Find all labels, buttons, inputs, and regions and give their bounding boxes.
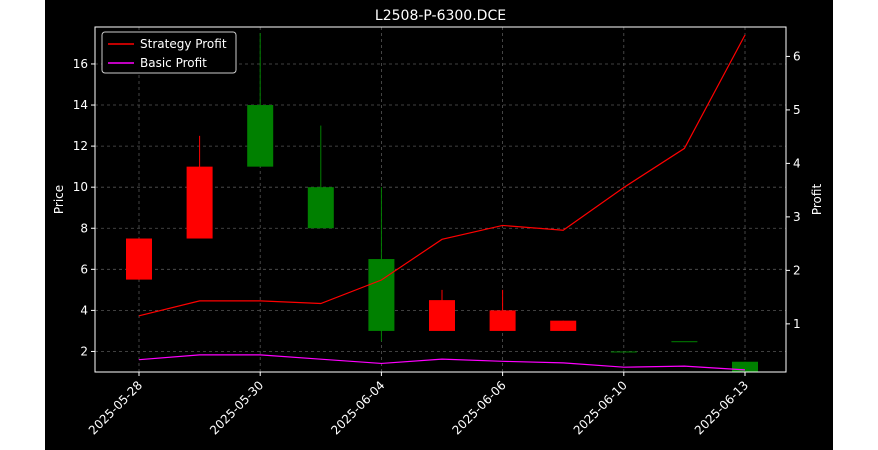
y-tick-label-right: 3 [793,210,801,224]
y-tick-label-right: 6 [793,49,801,63]
y-tick-label-right: 1 [793,317,801,331]
y-axis-label-left: Price [52,185,66,214]
candle-body [671,341,698,343]
plot-frame [94,26,787,373]
y-tick-label-left: 6 [80,262,88,276]
y-tick-label-left: 2 [80,344,88,358]
legend-label: Basic Profit [140,56,207,70]
candle-body [550,320,577,331]
candle-body [489,310,516,331]
y-tick-label-right: 2 [793,263,801,277]
strategy-profit-line [138,34,746,317]
x-tick-label: 2025-06-04 [328,378,387,437]
candle-layer [126,33,758,372]
legend: Strategy Profit Basic Profit [101,31,237,74]
candle-body [368,259,395,331]
y-tick-label-right: 4 [793,156,801,170]
y-tick-label-left: 4 [80,303,88,317]
basic-profit-line [138,354,746,371]
line-layer [138,34,746,371]
chart-title: L2508-P-6300.DCE [375,8,506,24]
y-axis-label-right: Profit [810,184,824,216]
candle-body [307,187,334,229]
candle-body [732,361,758,372]
y-tick-label-left: 14 [73,98,88,112]
candle-body [247,105,274,167]
y-tick-label-left: 8 [80,221,88,235]
legend-label: Strategy Profit [140,37,227,51]
x-tick-label: 2025-06-13 [692,378,751,437]
candle-body [429,300,455,331]
legend-box [101,31,237,74]
x-tick-label: 2025-06-06 [450,378,509,437]
y-tick-label-right: 5 [793,103,801,117]
candle-body [126,238,152,280]
candle-body [186,166,213,239]
candle-body [610,351,637,353]
chart-figure: 2 4 6 8 10 12 14 16 1 2 3 4 5 6 2025-05-28 2025-05-30 20… [45,0,833,450]
x-tick-label: 2025-06-10 [571,378,630,437]
x-tick-label: 2025-05-28 [86,378,145,437]
y-tick-label-left: 12 [73,139,88,153]
y-tick-label-left: 10 [73,180,88,194]
x-tick-label: 2025-05-30 [207,378,266,437]
y-tick-label-left: 16 [73,57,88,71]
